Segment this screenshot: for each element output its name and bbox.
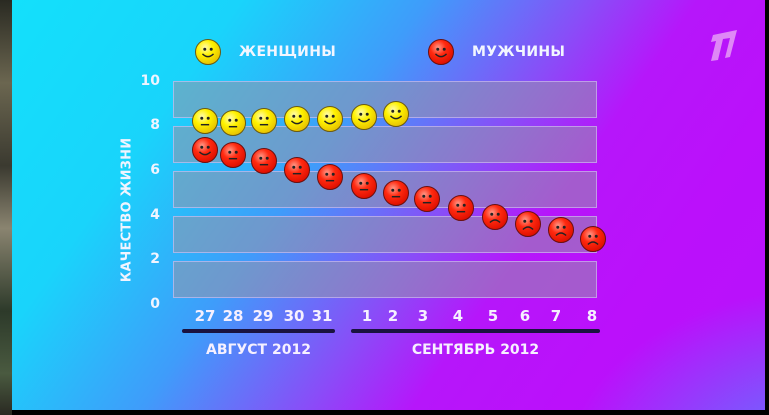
- smile-face-icon: [290, 114, 304, 125]
- legend-men-label: МУЖЧИНЫ: [472, 44, 566, 60]
- women-marker-31: [317, 105, 343, 132]
- neutral-face-icon: [228, 150, 238, 160]
- neutral-face-icon: [325, 172, 335, 182]
- men-marker-30: [284, 157, 310, 184]
- men-marker-28: [220, 141, 246, 168]
- men-marker-3: [414, 186, 440, 213]
- women-marker-1: [351, 103, 377, 130]
- neutral-face-icon: [228, 119, 238, 128]
- frown-face-icon: [489, 212, 501, 224]
- legend-women: ЖЕНЩИНЫ: [195, 39, 336, 65]
- men-marker-1: [351, 172, 377, 199]
- men-marker-31: [317, 163, 343, 190]
- smile-face-icon: [323, 114, 337, 125]
- men-marker-29: [251, 148, 277, 175]
- x-tick-28: 28: [222, 307, 244, 325]
- smile-face-icon: [357, 112, 371, 123]
- x-tick-1: 1: [361, 307, 373, 325]
- men-marker-8: [580, 226, 606, 253]
- frown-face-icon: [522, 219, 534, 230]
- neutral-face-icon: [391, 188, 401, 197]
- background-photo-strip: [0, 0, 12, 415]
- men-marker-5: [482, 204, 508, 231]
- neutral-face-icon: [422, 194, 432, 204]
- month-label-september: СЕНТЯБРЬ 2012: [411, 342, 540, 358]
- women-marker-27: [192, 108, 218, 135]
- red-smiley-icon: [428, 39, 454, 65]
- women-marker-30: [284, 105, 310, 132]
- men-marker-2: [383, 179, 409, 206]
- x-tick-4: 4: [452, 307, 464, 325]
- x-tick-30: 30: [283, 307, 305, 325]
- x-tick-5: 5: [487, 307, 499, 325]
- neutral-face-icon: [359, 181, 369, 191]
- men-marker-7: [548, 217, 574, 244]
- chart-screen: ЖЕНЩИНЫ МУЖЧИНЫ КАЧЕСТВО ЖИЗНИ 10 8 6 4 …: [12, 0, 765, 410]
- y-tick-6: 6: [150, 162, 160, 178]
- women-marker-2: [383, 101, 409, 128]
- x-tick-8: 8: [586, 307, 598, 325]
- yellow-smiley-icon: [195, 39, 221, 65]
- women-marker-28: [220, 110, 246, 137]
- x-tick-31: 31: [311, 307, 333, 325]
- x-tick-7: 7: [550, 307, 562, 325]
- september-underline: [351, 329, 600, 333]
- neutral-face-icon: [200, 116, 210, 126]
- men-marker-4: [448, 195, 474, 222]
- y-tick-0: 0: [150, 296, 160, 312]
- women-marker-29: [251, 108, 277, 135]
- august-underline: [182, 329, 335, 333]
- neutral-face-icon: [456, 203, 466, 213]
- x-tick-29: 29: [252, 307, 274, 325]
- x-tick-27: 27: [194, 307, 216, 325]
- legend-men: МУЖЧИНЫ: [428, 39, 565, 65]
- men-marker-6: [515, 210, 541, 237]
- y-tick-10: 10: [140, 73, 160, 89]
- frown-face-icon: [555, 226, 567, 237]
- men-marker-27: [192, 137, 218, 164]
- x-tick-2: 2: [387, 307, 399, 325]
- smile-face-icon: [198, 145, 212, 156]
- neutral-face-icon: [259, 157, 269, 166]
- frown-face-icon: [587, 235, 599, 246]
- y-tick-8: 8: [150, 117, 160, 133]
- x-tick-3: 3: [417, 307, 429, 325]
- smile-face-icon: [389, 110, 403, 120]
- grid-band-0-2: [173, 261, 597, 298]
- month-label-august: АВГУСТ 2012: [206, 342, 311, 358]
- x-tick-6: 6: [519, 307, 531, 325]
- y-tick-4: 4: [150, 207, 160, 223]
- y-tick-2: 2: [150, 251, 160, 267]
- legend-women-label: ЖЕНЩИНЫ: [239, 44, 337, 60]
- channel-one-logo-icon: [711, 30, 737, 61]
- neutral-face-icon: [259, 116, 269, 126]
- neutral-face-icon: [292, 165, 302, 175]
